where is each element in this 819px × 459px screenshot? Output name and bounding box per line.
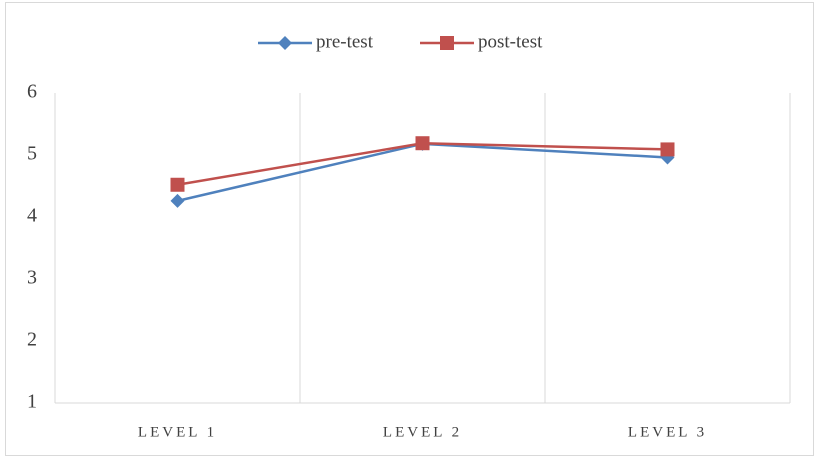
y-tick-label: 6 [27, 81, 37, 103]
legend-marker [278, 36, 292, 50]
legend-marker [440, 36, 454, 50]
marker [170, 177, 185, 192]
legend-label: pre-test [316, 31, 374, 52]
marker [660, 142, 675, 157]
y-tick-label: 5 [27, 143, 37, 165]
x-tick-label: LEVEL 1 [138, 424, 217, 440]
y-tick-label: 1 [27, 391, 37, 413]
y-tick-label: 2 [27, 329, 37, 351]
chart-border [5, 2, 814, 456]
marker [415, 136, 430, 151]
y-tick-label: 3 [27, 267, 37, 289]
x-tick-label: LEVEL 3 [628, 424, 707, 440]
legend-label: post-test [478, 31, 543, 52]
marker [170, 193, 185, 208]
y-tick-label: 4 [27, 205, 37, 227]
x-tick-label: LEVEL 2 [383, 424, 462, 440]
